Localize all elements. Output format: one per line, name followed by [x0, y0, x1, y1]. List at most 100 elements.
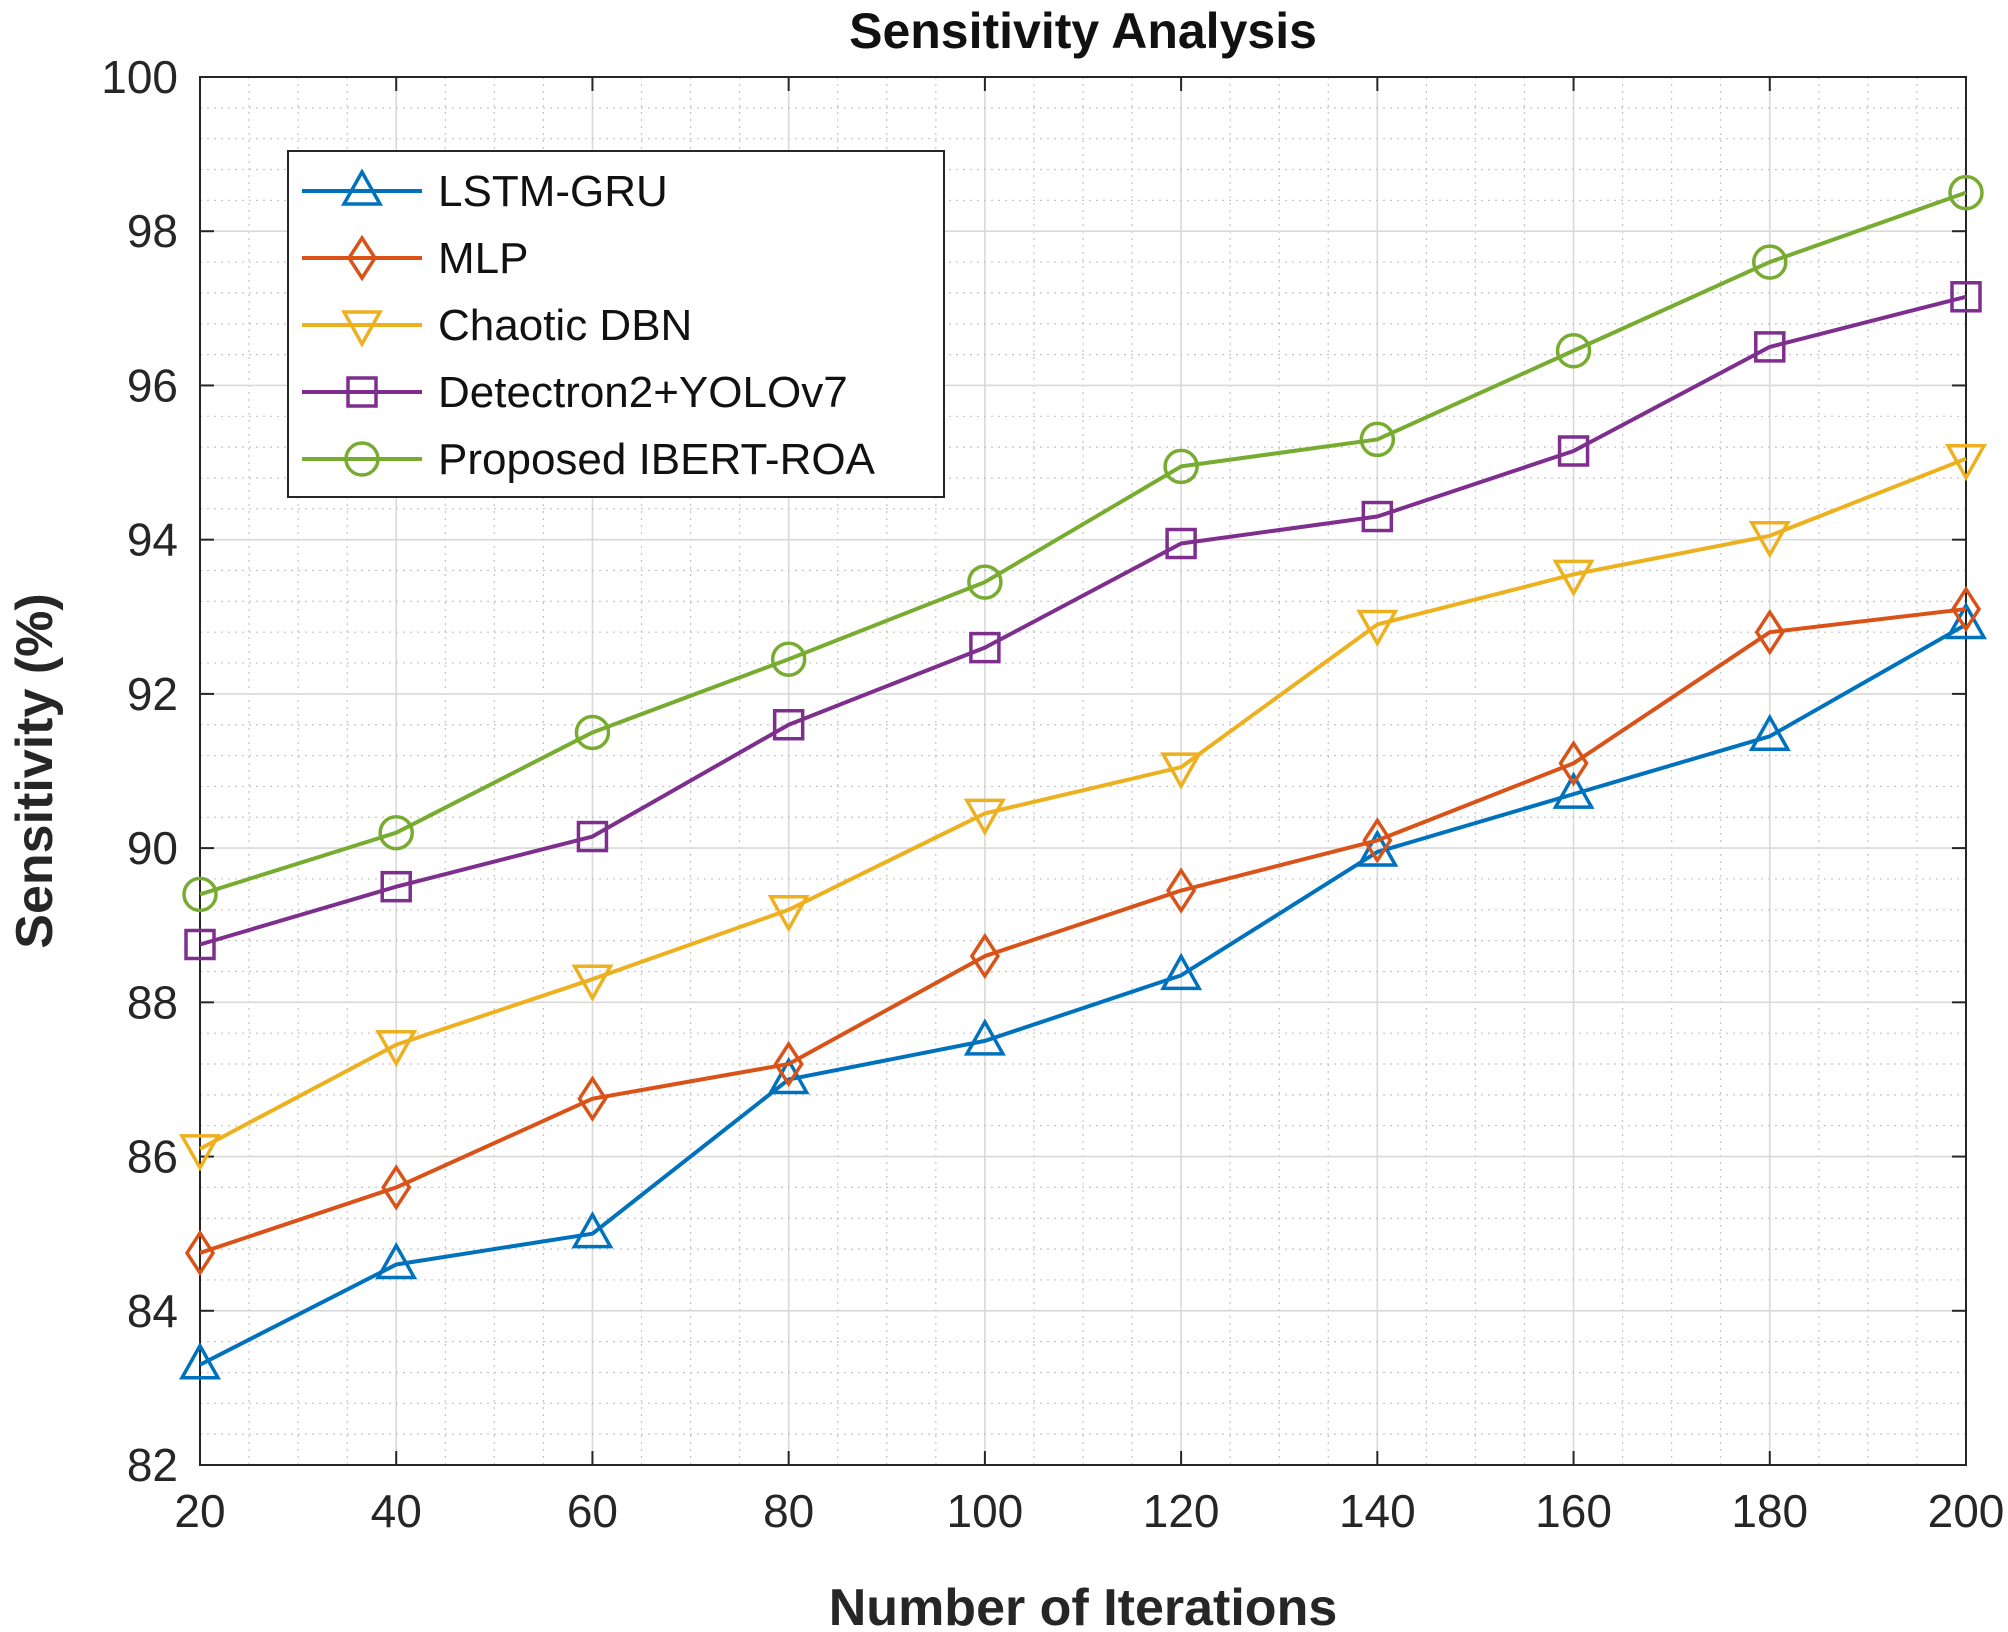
- data-point-mlp: [381, 1164, 412, 1211]
- y-tick-label: 82: [127, 1439, 178, 1491]
- data-point-lstm-gru: [1160, 952, 1203, 991]
- data-point-detectron2-yolov7: [772, 708, 805, 741]
- series-layer: [179, 174, 1987, 1380]
- x-tick-label: 200: [1928, 1485, 2005, 1537]
- data-point-lstm-gru: [1552, 771, 1595, 809]
- y-tick-label: 92: [127, 668, 178, 720]
- data-point-chaotic-dbn: [963, 798, 1006, 836]
- legend-marker: [341, 310, 383, 348]
- y-tick-label: 94: [127, 514, 178, 566]
- series-line-proposed-ibert-roa: [199, 190, 1967, 897]
- x-tick-label: 140: [1339, 1485, 1416, 1537]
- series-line-lstm-gru: [199, 622, 1967, 1367]
- x-tick-label: 60: [567, 1485, 618, 1537]
- data-point-detectron2-yolov7: [1754, 331, 1786, 363]
- chart-title: Sensitivity Analysis: [849, 3, 1317, 59]
- data-point-proposed-ibert-roa: [967, 564, 1003, 600]
- data-point-lstm-gru: [1748, 713, 1791, 752]
- legend-marker: [344, 441, 380, 477]
- data-point-detectron2-yolov7: [1950, 281, 1982, 313]
- x-tick-label: 160: [1535, 1485, 1612, 1537]
- data-point-chaotic-dbn: [1356, 609, 1399, 648]
- series-mlp: [184, 585, 1982, 1277]
- data-point-proposed-ibert-roa: [574, 714, 611, 751]
- legend-label: Chaotic DBN: [438, 301, 692, 350]
- data-point-lstm-gru: [767, 1056, 810, 1095]
- data-point-proposed-ibert-roa: [1359, 421, 1396, 458]
- x-tick-label: 20: [174, 1485, 225, 1537]
- data-point-detectron2-yolov7: [184, 928, 216, 961]
- y-tick-label: 100: [101, 51, 178, 103]
- legend-item-detectron2-yolov7: Detectron2+YOLOv7: [302, 368, 848, 417]
- y-tick-label: 96: [127, 359, 178, 411]
- data-point-chaotic-dbn: [1160, 752, 1203, 790]
- y-axis-label: Sensitivity (%): [6, 593, 64, 948]
- legend-label: Detectron2+YOLOv7: [438, 368, 848, 417]
- data-point-mlp: [1166, 867, 1197, 914]
- data-point-detectron2-yolov7: [576, 820, 609, 853]
- legend-marker: [346, 376, 378, 408]
- data-point-detectron2-yolov7: [1361, 500, 1394, 533]
- data-point-detectron2-yolov7: [380, 870, 412, 903]
- y-tick-label: 86: [127, 1131, 178, 1183]
- legend-item-lstm-gru: LSTM-GRU: [302, 167, 668, 216]
- y-tick-label: 90: [127, 822, 178, 874]
- data-point-lstm-gru: [571, 1211, 614, 1249]
- data-point-proposed-ibert-roa: [182, 876, 218, 913]
- series-detectron2-yolov7: [184, 281, 1982, 961]
- data-point-mlp: [1950, 585, 1982, 633]
- data-point-detectron2-yolov7: [1557, 435, 1590, 467]
- x-tick-label: 180: [1731, 1485, 1808, 1537]
- legend-label: Proposed IBERT-ROA: [438, 435, 876, 484]
- data-point-mlp: [1558, 740, 1589, 787]
- x-tick-label: 40: [371, 1485, 422, 1537]
- legend-item-mlp: MLP: [302, 234, 528, 283]
- data-point-mlp: [1362, 817, 1393, 864]
- data-point-proposed-ibert-roa: [1555, 332, 1592, 369]
- series-line-chaotic-dbn: [199, 456, 1967, 1151]
- data-point-proposed-ibert-roa: [1163, 448, 1199, 485]
- legend-marker: [341, 168, 383, 206]
- y-tick-label: 88: [127, 976, 178, 1028]
- legend-marker: [346, 234, 378, 282]
- plot-frame: [199, 76, 1967, 1466]
- legend-box: [287, 150, 945, 498]
- data-point-mlp: [773, 1040, 804, 1088]
- series-line-mlp: [199, 607, 1967, 1255]
- data-point-chaotic-dbn: [1945, 443, 1987, 482]
- series-proposed-ibert-roa: [182, 174, 1984, 913]
- data-point-chaotic-dbn: [571, 964, 614, 1002]
- data-point-mlp: [969, 932, 1000, 980]
- y-tick-label: 98: [127, 205, 178, 257]
- data-point-chaotic-dbn: [375, 1029, 418, 1068]
- series-chaotic-dbn: [179, 443, 1987, 1172]
- data-point-detectron2-yolov7: [969, 631, 1001, 664]
- axis-ticks: 20 40 60 80 100 120 140 160 180 200 82 84 86 88 90 92 94…: [101, 51, 2004, 1537]
- data-point-detectron2-yolov7: [1165, 527, 1197, 560]
- series-line-detectron2-yolov7: [199, 294, 1967, 947]
- data-point-lstm-gru: [963, 1018, 1006, 1056]
- data-point-mlp: [1754, 608, 1785, 656]
- data-point-lstm-gru: [1945, 601, 1987, 640]
- data-point-mlp: [184, 1229, 216, 1277]
- data-point-chaotic-dbn: [1552, 559, 1595, 597]
- x-tick-label: 100: [947, 1485, 1024, 1537]
- data-point-lstm-gru: [375, 1241, 418, 1280]
- legend: LSTM-GRU MLP Chaotic DBN Detectron2+YOLOv7 P…: [287, 150, 945, 498]
- data-point-lstm-gru: [179, 1342, 221, 1380]
- x-tick-label: 80: [763, 1485, 814, 1537]
- legend-item-chaotic-dbn: Chaotic DBN: [302, 301, 692, 350]
- data-point-proposed-ibert-roa: [1752, 244, 1788, 280]
- data-point-mlp: [577, 1075, 608, 1122]
- legend-label: LSTM-GRU: [438, 167, 668, 216]
- data-point-proposed-ibert-roa: [378, 814, 414, 851]
- y-tick-label: 84: [127, 1285, 178, 1337]
- data-point-chaotic-dbn: [1748, 521, 1791, 559]
- x-axis-label: Number of Iterations: [829, 1579, 1338, 1632]
- data-point-proposed-ibert-roa: [770, 641, 807, 677]
- data-point-proposed-ibert-roa: [1948, 174, 1984, 211]
- legend-item-proposed-ibert-roa: Proposed IBERT-ROA: [302, 435, 876, 484]
- legend-label: MLP: [438, 234, 528, 283]
